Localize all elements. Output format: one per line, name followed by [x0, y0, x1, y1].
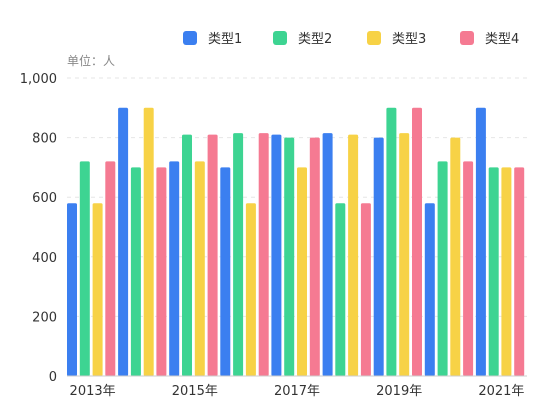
x-tick-label: 2019年 — [376, 384, 422, 399]
x-tick-label: 2017年 — [274, 384, 320, 399]
bar-2016年-类型2 — [233, 133, 244, 376]
bar-2016年-类型3 — [245, 203, 256, 376]
bar-2014年-类型4 — [156, 167, 167, 376]
unit-label: 单位：人 — [67, 53, 115, 68]
bar-2014年-类型2 — [130, 167, 141, 376]
y-tick-label: 800 — [32, 132, 57, 147]
bars — [67, 107, 525, 377]
bar-2013年-类型3 — [92, 203, 103, 376]
x-tick-label: 2013年 — [70, 384, 116, 399]
bar-2016年-类型1 — [220, 167, 231, 376]
legend: 类型1 类型2 类型3 类型4 — [183, 31, 519, 47]
legend-swatch-3[interactable] — [367, 31, 381, 45]
bar-2013年-类型4 — [105, 161, 116, 376]
bar-2020年-类型4 — [463, 161, 474, 376]
bar-2021年-类型3 — [501, 167, 512, 376]
bar-2020年-类型2 — [437, 161, 448, 376]
bar-2018年-类型1 — [322, 133, 333, 376]
bar-2018年-类型4 — [360, 203, 371, 376]
bar-2021年-类型2 — [488, 167, 499, 376]
y-tick-label: 600 — [32, 191, 57, 206]
legend-swatch-2[interactable] — [273, 31, 287, 45]
x-tick-label: 2021年 — [478, 384, 524, 399]
bar-2020年-类型1 — [424, 203, 435, 376]
bar-2021年-类型4 — [514, 167, 525, 376]
bar-2015年-类型2 — [182, 134, 192, 376]
bar-2015年-类型1 — [169, 161, 180, 376]
bar-2019年-类型1 — [373, 137, 384, 376]
y-tick-label: 0 — [49, 370, 57, 385]
bar-2017年-类型2 — [284, 137, 295, 376]
bar-2013年-类型1 — [67, 203, 77, 376]
bar-2021年-类型1 — [475, 107, 486, 377]
x-tick-label: 2015年 — [172, 384, 218, 399]
bar-2015年-类型4 — [207, 134, 218, 376]
y-axis: 0 200 400 600 800 1,000 — [20, 72, 57, 385]
bar-2014年-类型3 — [143, 107, 154, 377]
bar-2019年-类型3 — [399, 133, 410, 376]
bar-2019年-类型4 — [412, 107, 422, 377]
y-tick-label: 400 — [32, 251, 57, 266]
bar-2018年-类型3 — [348, 134, 359, 376]
bar-2020年-类型3 — [450, 137, 461, 376]
bar-2015年-类型3 — [194, 161, 205, 376]
bar-2018年-类型2 — [335, 203, 346, 376]
legend-swatch-1[interactable] — [183, 31, 197, 45]
legend-swatch-4[interactable] — [460, 31, 474, 45]
bar-2013年-类型2 — [79, 161, 90, 376]
bar-2016年-类型4 — [258, 133, 269, 376]
bar-2017年-类型4 — [309, 137, 320, 376]
bar-2014年-类型1 — [118, 107, 129, 377]
y-tick-label: 1,000 — [20, 72, 57, 87]
legend-label-2[interactable]: 类型2 — [298, 32, 332, 47]
y-tick-label: 200 — [32, 310, 57, 325]
x-axis: 2013年 2015年 2017年 2019年 2021年 — [67, 375, 527, 399]
bar-2017年-类型1 — [271, 134, 282, 376]
legend-label-3[interactable]: 类型3 — [392, 32, 426, 47]
legend-label-4[interactable]: 类型4 — [485, 32, 519, 47]
bar-2017年-类型3 — [297, 167, 307, 376]
bar-2019年-类型2 — [386, 107, 397, 377]
legend-label-1[interactable]: 类型1 — [208, 32, 242, 47]
